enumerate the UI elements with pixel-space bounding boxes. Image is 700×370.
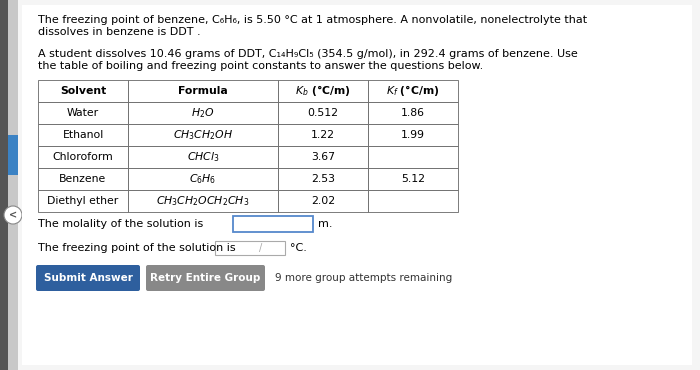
Bar xyxy=(278,146,368,168)
Text: $CH_3CH_2OCH_2CH_3$: $CH_3CH_2OCH_2CH_3$ xyxy=(156,194,250,208)
Text: Ethanol: Ethanol xyxy=(62,130,104,140)
Bar xyxy=(233,216,313,232)
Text: A student dissolves 10.46 grams of DDT, C₁₄H₉Cl₅ (354.5 g/mol), in 292.4 grams o: A student dissolves 10.46 grams of DDT, … xyxy=(38,49,577,59)
Text: m.: m. xyxy=(318,219,332,229)
Text: The freezing point of benzene, C₆H₆, is 5.50 °C at 1 atmosphere. A nonvolatile, : The freezing point of benzene, C₆H₆, is … xyxy=(38,15,587,25)
Bar xyxy=(38,80,128,102)
Text: Diethyl ether: Diethyl ether xyxy=(48,196,118,206)
Text: The molality of the solution is: The molality of the solution is xyxy=(38,219,203,229)
Bar xyxy=(128,124,278,146)
Text: The freezing point of the solution is: The freezing point of the solution is xyxy=(38,243,236,253)
Bar xyxy=(128,168,278,190)
Bar xyxy=(278,168,368,190)
Text: $C_6H_6$: $C_6H_6$ xyxy=(190,172,216,186)
Bar xyxy=(368,146,458,168)
Bar xyxy=(368,124,458,146)
Bar xyxy=(278,80,368,102)
Bar xyxy=(368,190,458,212)
Text: Submit Answer: Submit Answer xyxy=(43,273,132,283)
Text: 0.512: 0.512 xyxy=(307,108,339,118)
Text: Benzene: Benzene xyxy=(60,174,106,184)
Bar xyxy=(128,102,278,124)
Bar xyxy=(38,102,128,124)
Circle shape xyxy=(4,206,22,224)
Bar xyxy=(38,124,128,146)
Text: $CHCl_3$: $CHCl_3$ xyxy=(187,150,219,164)
Bar xyxy=(278,102,368,124)
Text: the table of boiling and freezing point constants to answer the questions below.: the table of boiling and freezing point … xyxy=(38,61,483,71)
Text: 2.53: 2.53 xyxy=(311,174,335,184)
Text: 1.99: 1.99 xyxy=(401,130,425,140)
Bar xyxy=(38,168,128,190)
FancyBboxPatch shape xyxy=(146,265,265,291)
Text: 1.22: 1.22 xyxy=(311,130,335,140)
Text: /: / xyxy=(259,243,262,253)
Bar xyxy=(8,135,18,175)
Text: Water: Water xyxy=(67,108,99,118)
Text: $K_b$ (°C/m): $K_b$ (°C/m) xyxy=(295,84,351,98)
Text: $K_f$ (°C/m): $K_f$ (°C/m) xyxy=(386,84,440,98)
Bar xyxy=(38,190,128,212)
Bar xyxy=(8,0,18,370)
Bar xyxy=(0,0,8,370)
Bar xyxy=(278,124,368,146)
Text: 5.12: 5.12 xyxy=(401,174,425,184)
FancyBboxPatch shape xyxy=(36,265,140,291)
Text: $H_2O$: $H_2O$ xyxy=(191,106,215,120)
Bar xyxy=(38,146,128,168)
Text: Solvent: Solvent xyxy=(60,86,106,96)
Text: Retry Entire Group: Retry Entire Group xyxy=(150,273,260,283)
Bar xyxy=(128,190,278,212)
Text: Formula: Formula xyxy=(178,86,228,96)
Bar xyxy=(368,168,458,190)
Text: 3.67: 3.67 xyxy=(311,152,335,162)
Bar xyxy=(368,102,458,124)
Bar xyxy=(215,241,285,255)
Bar xyxy=(368,80,458,102)
Text: 9 more group attempts remaining: 9 more group attempts remaining xyxy=(275,273,452,283)
Bar xyxy=(128,80,278,102)
Text: Chloroform: Chloroform xyxy=(52,152,113,162)
Text: <: < xyxy=(9,210,17,220)
Text: $CH_3CH_2OH$: $CH_3CH_2OH$ xyxy=(173,128,233,142)
Text: °C.: °C. xyxy=(290,243,307,253)
Text: 1.86: 1.86 xyxy=(401,108,425,118)
Text: 2.02: 2.02 xyxy=(311,196,335,206)
Bar xyxy=(278,190,368,212)
Text: dissolves in benzene is DDT .: dissolves in benzene is DDT . xyxy=(38,27,201,37)
Bar xyxy=(128,146,278,168)
